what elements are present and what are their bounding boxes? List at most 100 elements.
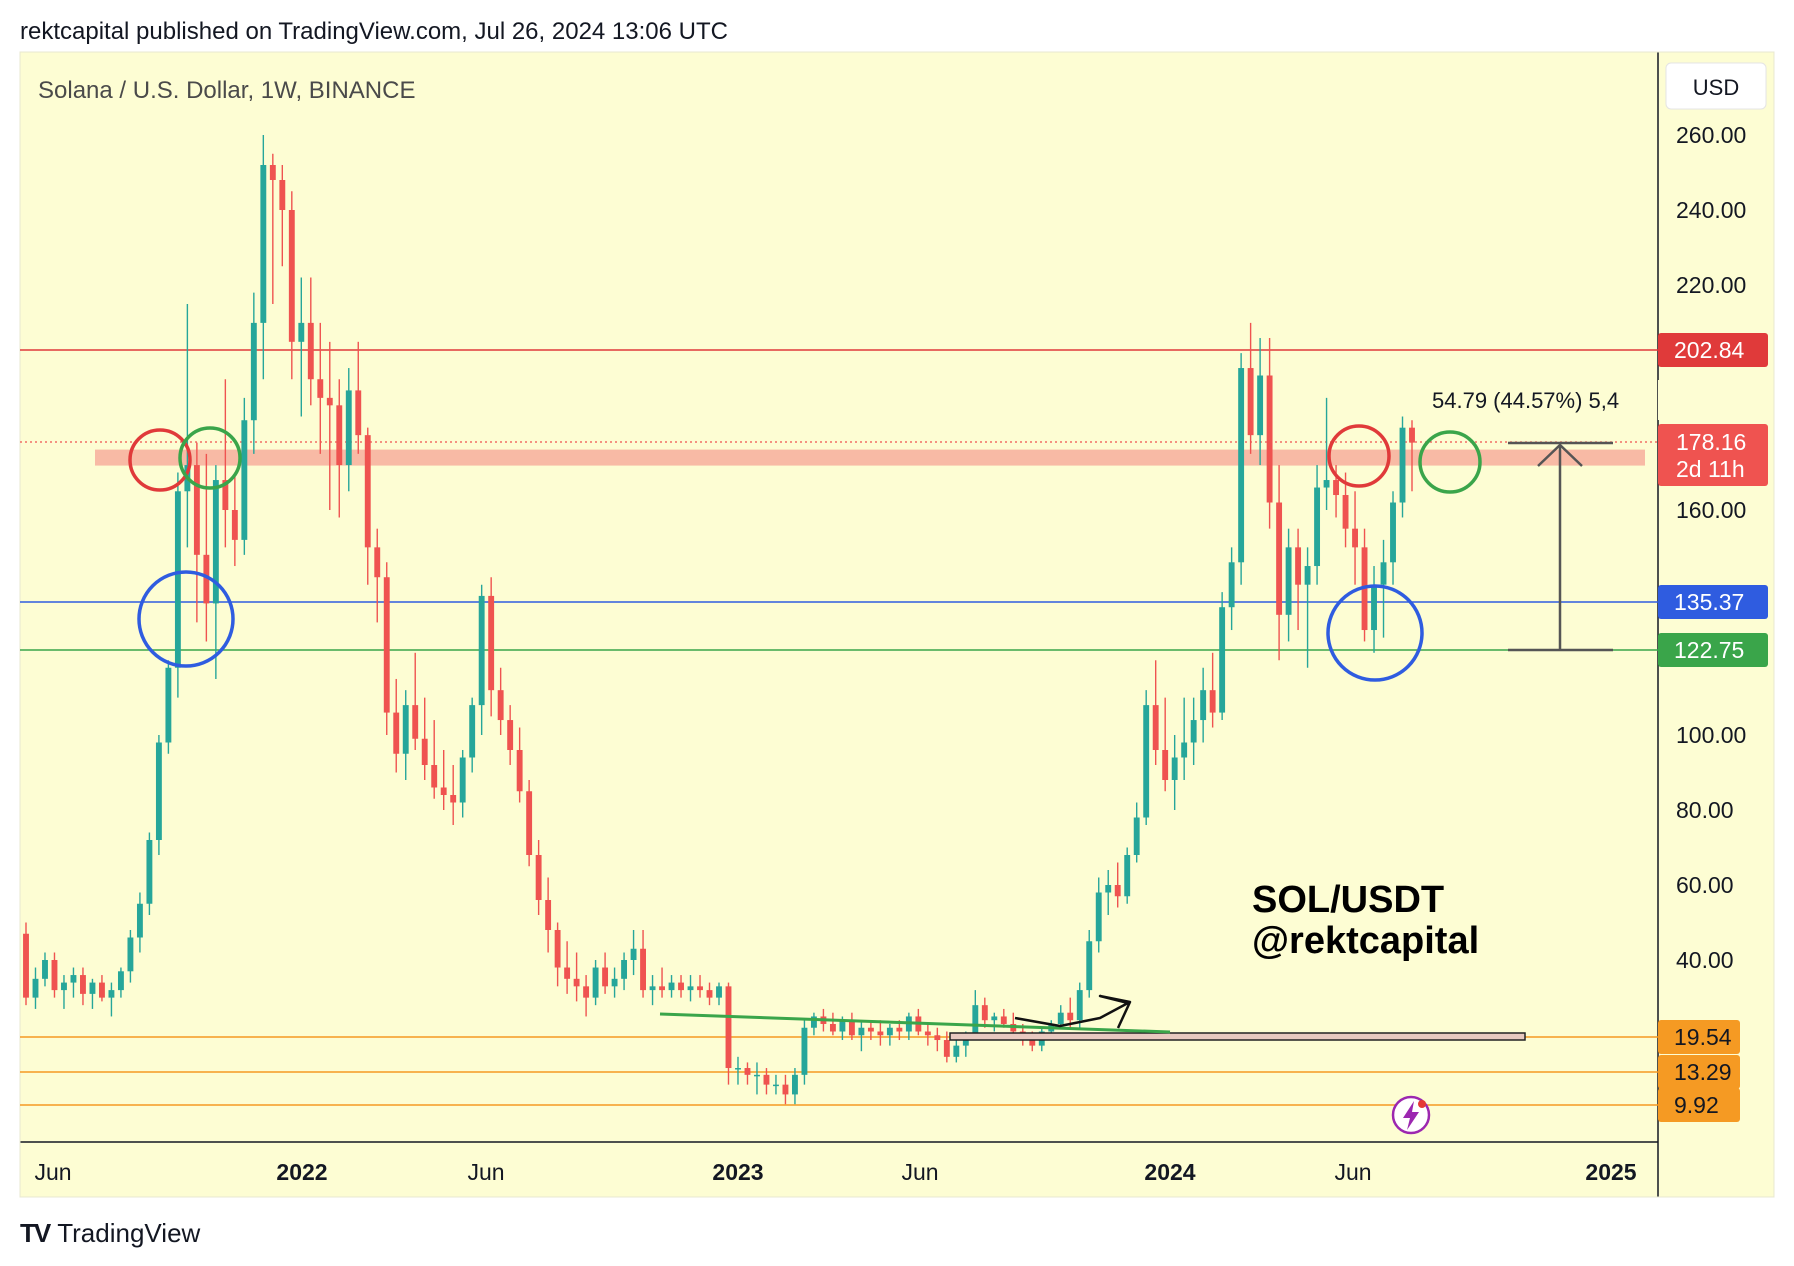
candle-body [754,1074,760,1077]
candle-body [469,705,476,758]
candle [260,135,267,380]
candle [934,1027,941,1052]
footer: TV TradingView [20,1218,200,1249]
candle [431,720,438,799]
candle-body [744,1068,751,1075]
candle-body [659,986,665,991]
candle [127,930,134,983]
price-chart[interactable]: Solana / U.S. Dollar, 1W, BINANCE USD 54… [0,0,1794,1205]
candle [117,967,124,998]
candle-body [42,960,48,979]
candle [602,952,609,994]
candle [858,1020,865,1052]
candle-body [250,322,257,421]
candle-body [203,554,210,604]
candle-body [231,510,238,540]
candle-body [1238,368,1245,563]
y-tick-label: 160.00 [1676,497,1746,523]
candle [1076,982,1083,1028]
candle [1295,528,1302,631]
candle-body [943,1040,950,1057]
candle [89,978,96,1009]
candle [1247,322,1254,454]
candle-body [307,322,314,380]
candle-body [1190,720,1197,743]
candle-body [1380,562,1387,585]
candle-body [1257,375,1264,436]
candle [640,930,646,998]
candle [507,705,514,765]
candle-body [735,1068,741,1070]
candle-body [383,577,390,713]
candle-body [497,690,504,721]
candle-body [260,165,267,323]
candle [1342,472,1349,548]
candle [459,750,466,818]
candle [744,1062,751,1085]
candle [307,277,314,406]
candle [554,922,561,987]
candle-body [412,705,419,739]
candle-body [241,420,248,540]
candle [136,892,143,953]
candle [279,165,286,267]
candle-body [1105,885,1112,893]
candle [1171,735,1178,810]
candle-body [516,750,523,792]
candle-body [611,978,618,987]
candle [1314,465,1321,585]
candle [497,667,504,735]
candle [193,442,200,623]
candle-body [697,986,703,991]
candle-body [1181,742,1188,758]
candle-body [222,480,229,510]
candle-body [1133,817,1140,855]
price-tag [1658,1055,1740,1089]
candle-body [1399,427,1406,503]
currency-selector[interactable]: USD [1665,62,1767,110]
x-tick-label: Jun [1334,1159,1371,1185]
candle [345,368,352,492]
candle-body [374,547,381,578]
candle [668,975,675,998]
candle-body [1276,502,1283,615]
candle-body [801,1027,808,1075]
price-tag [1658,585,1768,619]
price-tag-label: 135.37 [1674,589,1744,615]
candle-body [61,982,67,991]
candle-body [934,1035,941,1041]
countdown-label: 2d 11h [1676,456,1745,482]
candle-body [459,757,466,803]
candle-body [1323,480,1330,488]
candle [70,967,77,998]
candle [829,1012,836,1036]
x-tick-label: 2025 [1585,1159,1636,1185]
candle-body [1266,375,1273,503]
y-tick-label: 220.00 [1676,272,1746,298]
measure-arrowhead [1537,443,1583,467]
footer-brand[interactable]: TradingView [57,1218,201,1248]
current-price-label: 178.16 [1676,429,1746,455]
candle-body [972,1005,979,1036]
candle-body [924,1031,931,1036]
y-tick-label: 100.00 [1676,722,1746,748]
candle [1257,338,1264,466]
candle-body [810,1016,817,1028]
candle [288,191,295,380]
candle [1124,847,1131,904]
candle-body [99,982,105,998]
candle-body [886,1027,893,1036]
candle-body [108,990,115,998]
candle-body [668,982,675,991]
candle [1399,416,1406,518]
candle [212,465,219,679]
candle-body [70,975,77,983]
candle-body [564,967,571,979]
candle [1219,592,1226,721]
tradingview-logo-icon[interactable]: TV [20,1218,51,1248]
time-axis[interactable] [20,1142,1774,1197]
candle [317,322,324,454]
candle-body [478,595,485,706]
candle-body [1352,528,1358,548]
candle [1266,338,1273,529]
